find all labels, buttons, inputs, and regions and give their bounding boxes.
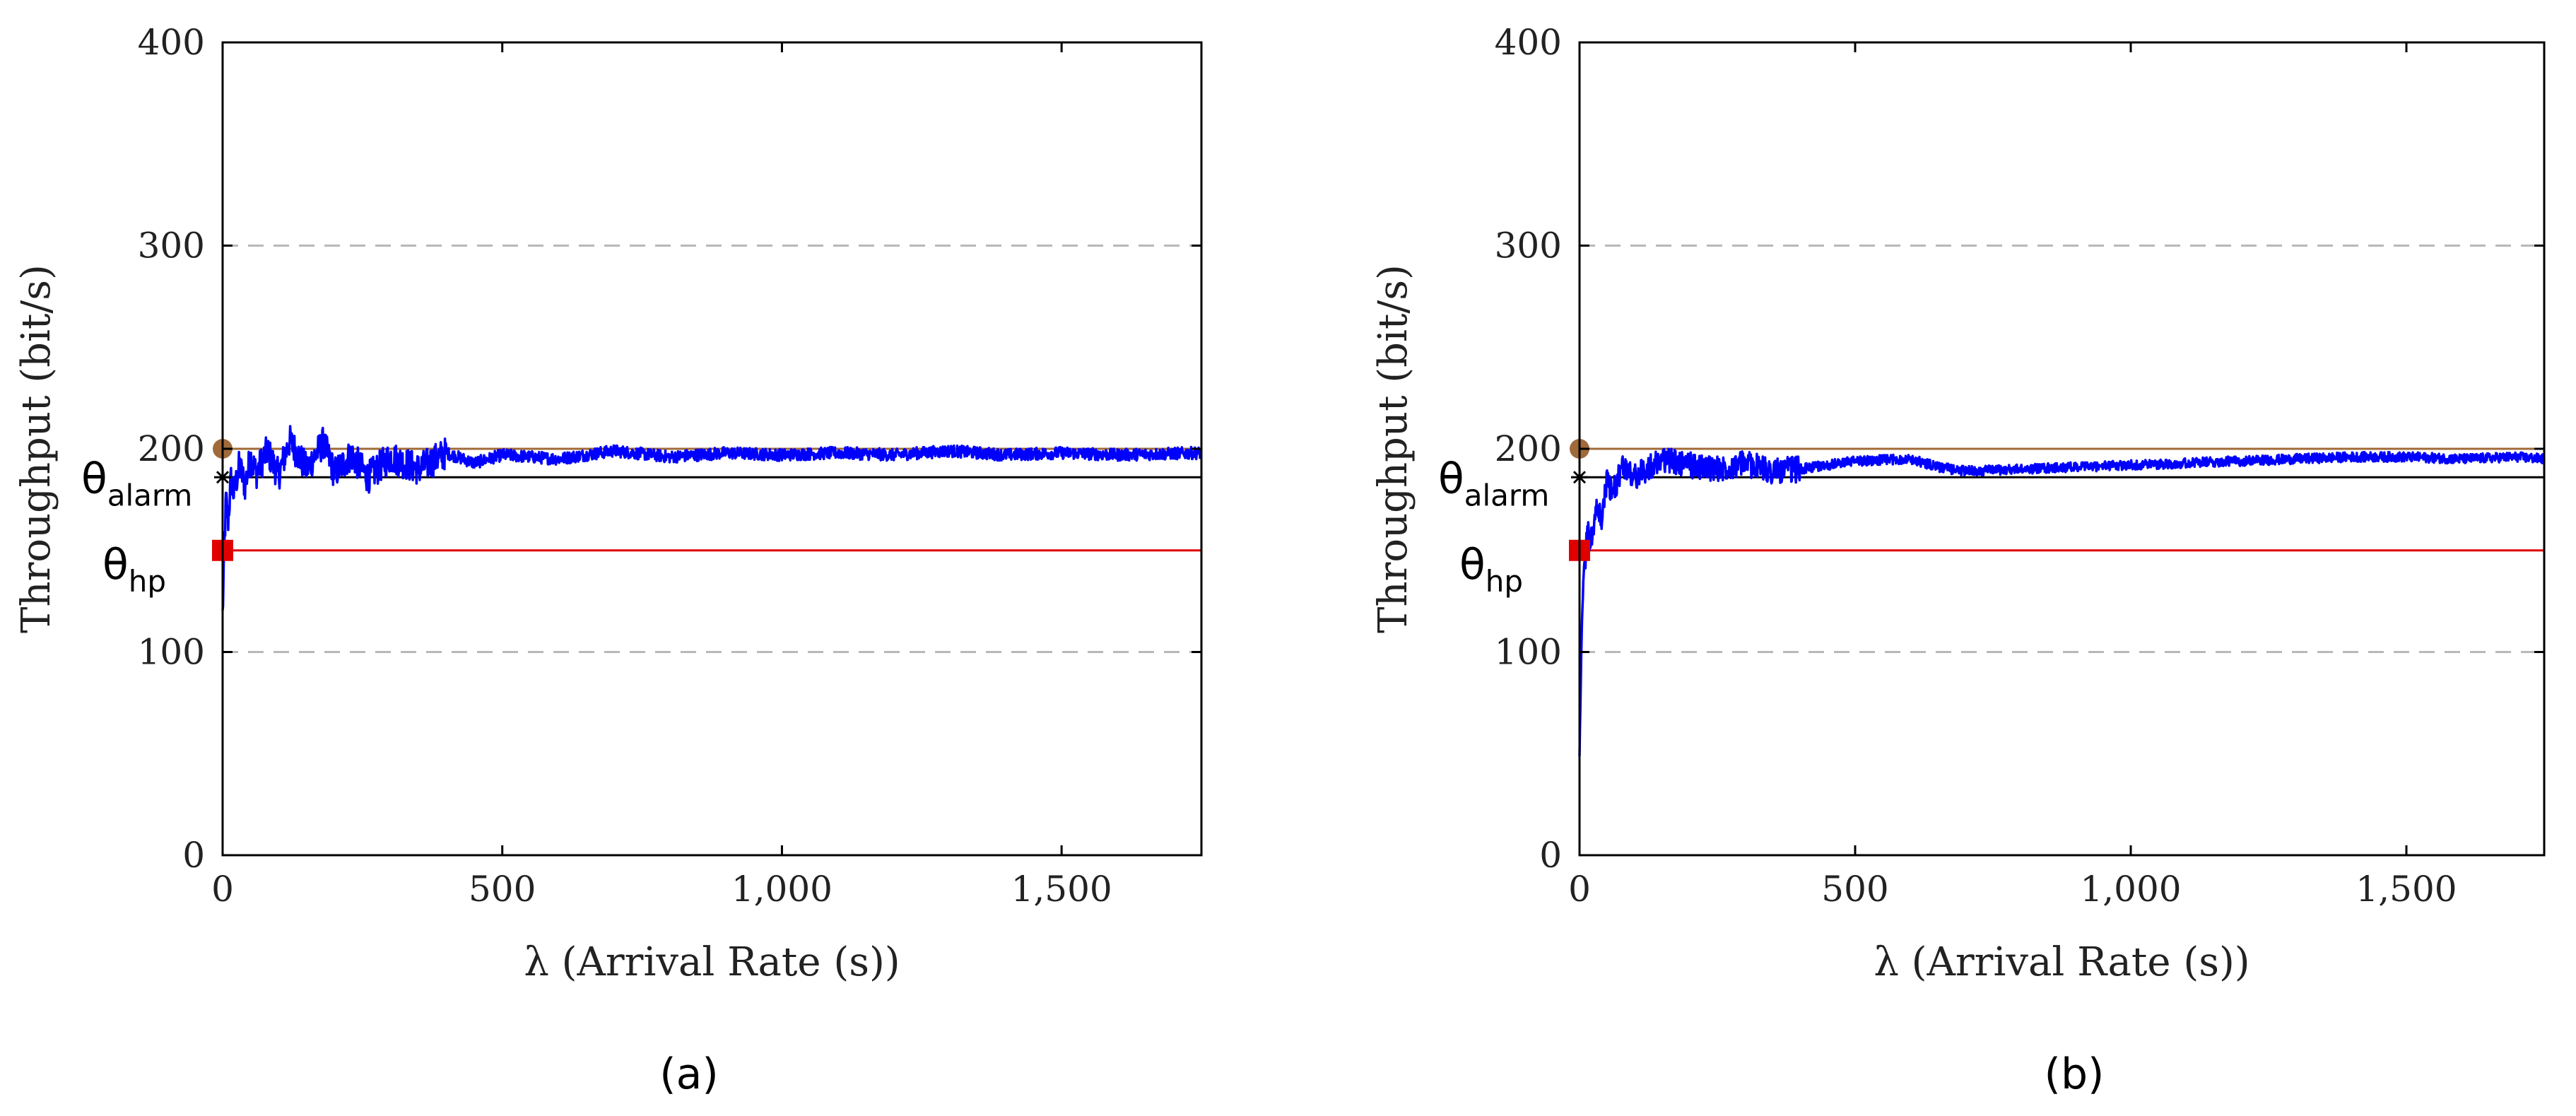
x-tick-label: 0 — [1568, 869, 1591, 910]
x-tick-label: 1,000 — [731, 869, 833, 910]
x-tick-label: 500 — [1821, 869, 1888, 910]
y-tick-label: 400 — [1495, 22, 1562, 63]
y-axis-label: Throughput (bit/s) — [1370, 264, 1416, 633]
y-tick-label: 100 — [1495, 632, 1562, 673]
theta-label-hp: θhp — [102, 540, 166, 599]
x-tick-label: 0 — [211, 869, 234, 910]
theta-label-alarm: θalarm — [1438, 454, 1549, 512]
x-axis-label: λ (Arrival Rate (s)) — [524, 939, 900, 985]
y-tick-label: 0 — [1539, 835, 1562, 876]
y-tick-label: 0 — [182, 835, 205, 876]
y-tick-label: 300 — [1495, 225, 1562, 266]
x-tick-label: 1,500 — [2356, 869, 2457, 910]
x-tick-label: 1,000 — [2080, 869, 2181, 910]
series-line-throughput — [221, 425, 1203, 611]
series-line-throughput — [1578, 447, 2546, 757]
y-tick-label: 400 — [138, 22, 205, 63]
y-axis-label: Throughput (bit/s) — [13, 264, 59, 633]
x-axis-label: λ (Arrival Rate (s)) — [1874, 939, 2249, 985]
x-tick-label: 1,500 — [1011, 869, 1112, 910]
caption-a: (a) — [659, 1050, 719, 1099]
chart-a: 0 100 200 300 400 0 500 1,000 1,500 λ (Arrival Ra… — [13, 22, 1203, 985]
theta-label-hp: θhp — [1459, 540, 1523, 599]
y-tick-label: 300 — [138, 225, 205, 266]
y-tick-label: 100 — [138, 632, 205, 673]
chart-b: 0 100 200 300 400 0 500 1,000 1,500 λ (Arrival Ra… — [1370, 22, 2546, 985]
caption-b: (b) — [2045, 1050, 2105, 1099]
y-tick-label: 200 — [1495, 428, 1562, 469]
theta-label-alarm: θalarm — [81, 454, 192, 512]
y-tick-label: 200 — [138, 428, 205, 469]
x-tick-label: 500 — [469, 869, 536, 910]
